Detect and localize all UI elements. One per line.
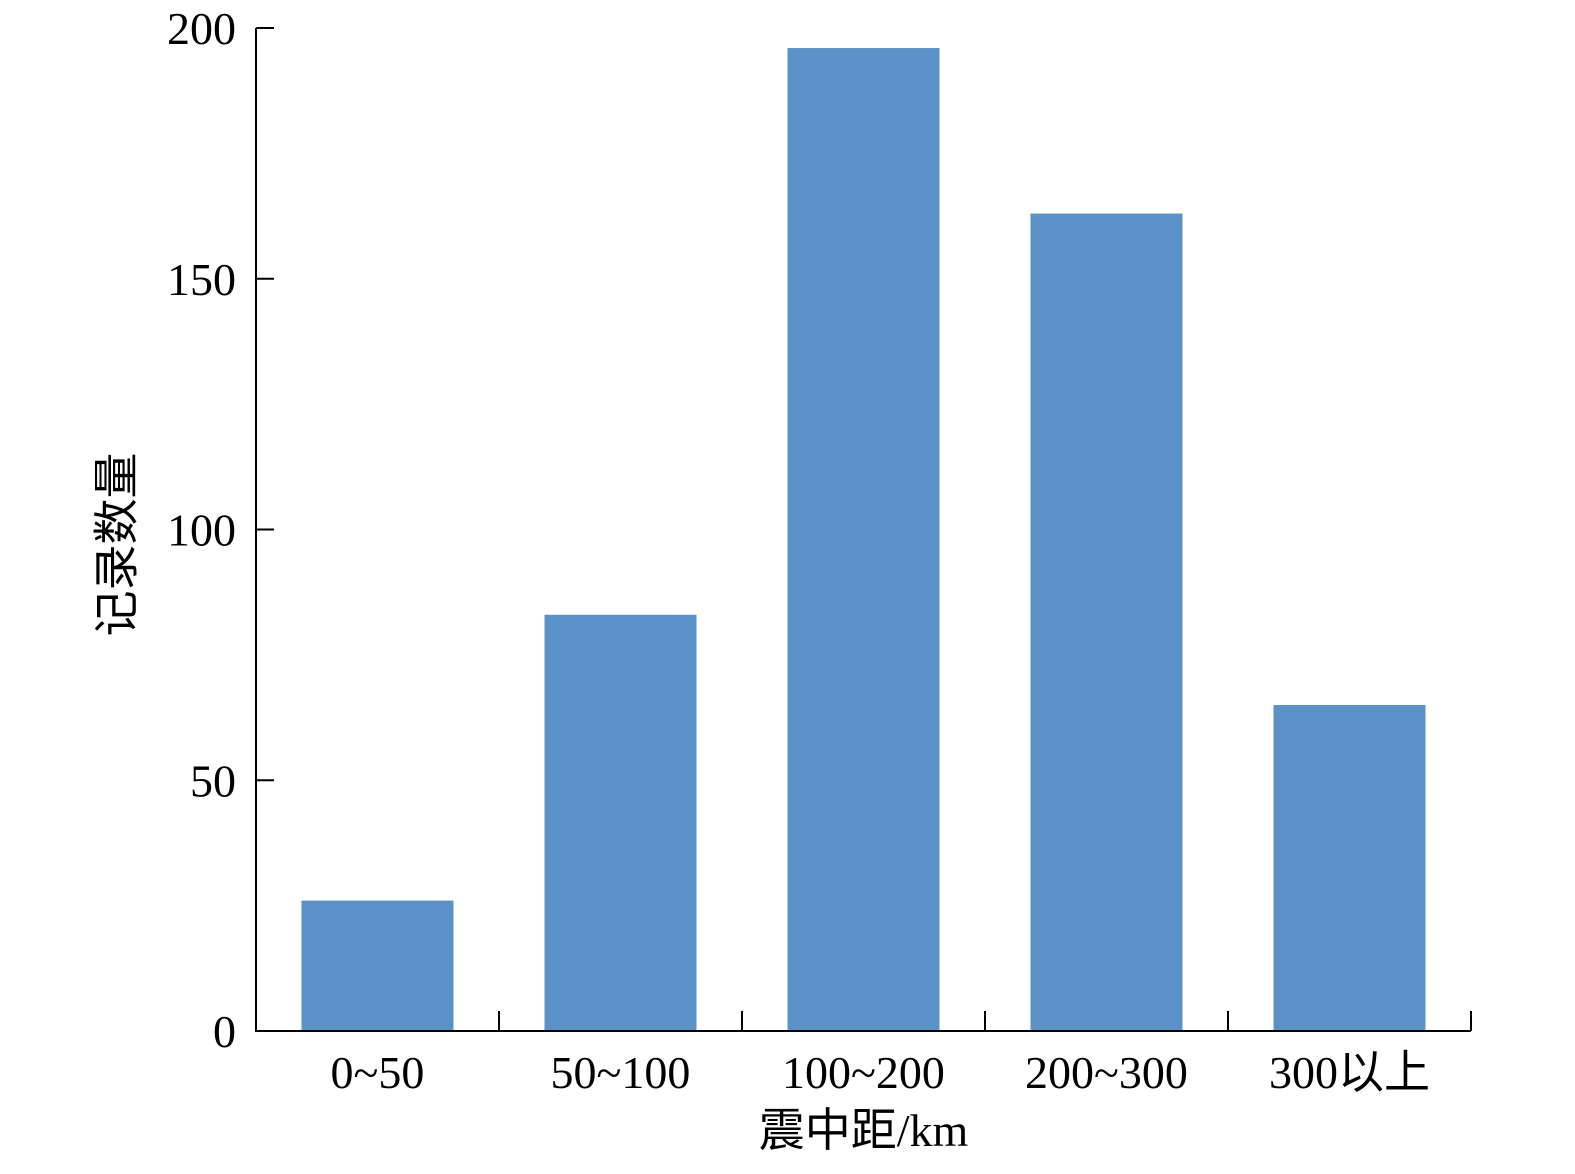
x-tick-label: 200~300 — [1025, 1047, 1188, 1098]
y-tick-label: 150 — [167, 254, 236, 305]
x-tick-label: 50~100 — [551, 1047, 691, 1098]
bar-4 — [1273, 705, 1426, 1031]
bar-0 — [301, 900, 454, 1031]
x-tick-labels: 0~50 50~100 100~200 200~300 300以上 — [331, 1047, 1430, 1098]
y-tick-label: 100 — [167, 505, 236, 556]
bars-layer — [301, 48, 1426, 1032]
x-tick-label: 0~50 — [331, 1047, 425, 1098]
bar-1 — [544, 614, 697, 1031]
x-ticks — [498, 1011, 1472, 1031]
y-tick-label: 50 — [190, 755, 236, 806]
y-tick-label: 0 — [213, 1006, 236, 1057]
x-tick-label: 300以上 — [1269, 1047, 1430, 1098]
x-axis-title: 震中距/km — [759, 1105, 969, 1156]
bar-2 — [787, 48, 940, 1032]
y-axis-title: 记录数量 — [92, 453, 143, 637]
y-ticks: 0 50 100 150 200 — [167, 3, 274, 1057]
bar-3 — [1030, 213, 1183, 1031]
y-tick-label: 200 — [167, 3, 236, 54]
x-tick-label: 100~200 — [782, 1047, 945, 1098]
